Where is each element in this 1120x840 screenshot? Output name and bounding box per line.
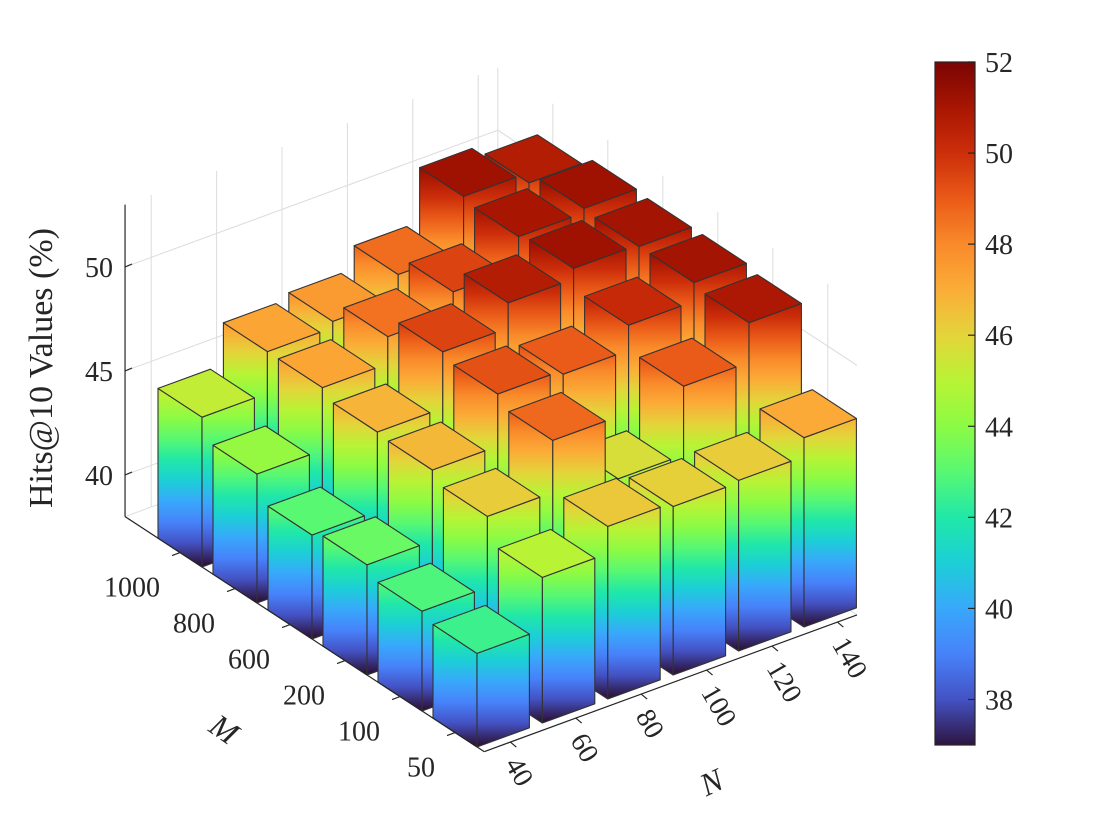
- n-tick-label: 140: [825, 632, 873, 684]
- m-tick: [281, 624, 291, 629]
- colorbar-tick-label: 48: [985, 230, 1013, 261]
- bar-M50-N40: [432, 604, 530, 748]
- m-tick-label: 800: [173, 609, 215, 640]
- bar-top-face: [584, 276, 682, 326]
- bar-top-face: [474, 188, 572, 238]
- colorbar: 38 40 42 44 46 48 50 52: [934, 48, 1013, 746]
- colorbar-tick-label: 40: [985, 594, 1013, 625]
- colorbar-tick-label: 44: [985, 412, 1013, 443]
- z-tick: [124, 367, 133, 372]
- colorbar-tick-label: 38: [985, 685, 1013, 716]
- bar-top-face: [463, 254, 562, 304]
- m-tick-label: 600: [228, 645, 270, 676]
- n-tick: [836, 621, 844, 628]
- m-tick: [226, 588, 236, 593]
- bar-top-face: [694, 431, 792, 481]
- z-tick-label: 40: [85, 461, 113, 492]
- n-tick-label: 80: [629, 704, 670, 744]
- n-tick-label: 100: [694, 680, 742, 732]
- bar-top-face: [332, 383, 431, 433]
- n-tick: [509, 741, 517, 748]
- m-tick-label: 50: [407, 753, 435, 784]
- colorbar-tick-label: 50: [985, 139, 1013, 170]
- bar-top-face: [377, 562, 475, 612]
- bar-top-face: [267, 486, 365, 536]
- bar-top-face: [594, 197, 692, 248]
- n-axis-label: N: [693, 761, 730, 804]
- z-axis-label: Hits@10 Values (%): [23, 228, 60, 508]
- bar-top-face: [704, 274, 802, 324]
- bar-top-face: [222, 303, 321, 353]
- n-tick-label: 60: [564, 728, 605, 768]
- bar-top-face: [419, 147, 517, 197]
- bar-front-face: [607, 506, 661, 700]
- z-tick-label: 50: [85, 253, 113, 284]
- n-tick: [706, 669, 713, 676]
- m-tick: [171, 552, 181, 557]
- bar-top-face: [628, 457, 727, 508]
- bar-top-face: [157, 368, 255, 418]
- colorbar-tick-label: 52: [985, 48, 1013, 79]
- bar-top-face: [759, 389, 857, 439]
- m-tick-label: 1000: [104, 573, 160, 604]
- n-tick: [640, 693, 648, 700]
- axes: 40 45 50 50 100 200 600 800 1000 40 60 80 100 120 140: [85, 204, 873, 792]
- bar-top-face: [322, 516, 420, 566]
- bar-front-face: [541, 557, 596, 724]
- colorbar-tick-label: 46: [985, 321, 1013, 352]
- bar-left-face: [157, 387, 203, 568]
- n-tick-label: 40: [498, 752, 539, 792]
- bars: [157, 134, 857, 748]
- bar-top-face: [277, 339, 376, 389]
- bar-front-face: [476, 633, 530, 748]
- bar-front-face: [803, 417, 857, 628]
- colorbar-tick-label: 42: [985, 503, 1013, 534]
- bar-top-face: [539, 159, 637, 209]
- bar-top-face: [563, 477, 661, 527]
- m-axis-line: [124, 516, 485, 753]
- m-tick-label: 200: [283, 681, 325, 712]
- bar-top-face: [649, 233, 747, 284]
- n-tick-label: 120: [760, 656, 808, 708]
- n-axis-line: [483, 614, 858, 753]
- bar-top-face: [529, 219, 627, 269]
- m-tick: [391, 696, 401, 701]
- m-tick: [446, 732, 456, 737]
- m-axis-label: M: [202, 706, 247, 753]
- bar-top-face: [442, 467, 541, 517]
- bar-front-face: [738, 460, 792, 652]
- n-tick: [575, 717, 583, 724]
- n-tick: [771, 645, 779, 652]
- colorbar-gradient: [934, 61, 976, 746]
- bar-top-face: [639, 337, 737, 387]
- bar-top-face: [398, 303, 496, 353]
- bar-top-face: [484, 134, 582, 184]
- bar-top-face: [212, 425, 310, 475]
- z-tick-label: 45: [85, 357, 113, 388]
- z-tick: [124, 471, 133, 476]
- bar-top-face: [518, 325, 617, 375]
- bar-front-face: [672, 486, 727, 676]
- bar-top-face: [387, 421, 486, 471]
- m-tick-label: 100: [338, 717, 380, 748]
- z-tick: [124, 263, 133, 268]
- bar-top-face: [497, 528, 596, 578]
- bar-top-face: [508, 391, 606, 441]
- bar-top-face: [453, 345, 551, 395]
- m-tick: [336, 660, 346, 665]
- bar-top-face: [432, 604, 530, 654]
